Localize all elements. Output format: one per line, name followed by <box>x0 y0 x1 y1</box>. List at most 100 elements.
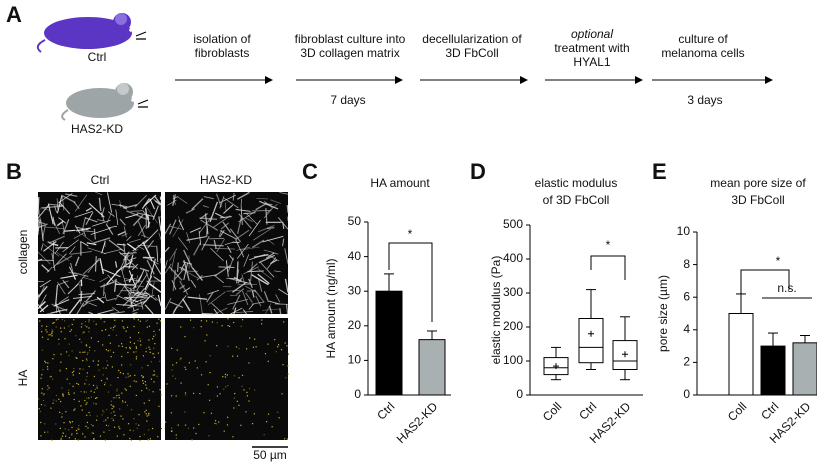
fiber <box>211 302 224 315</box>
fiber <box>137 221 146 238</box>
speck <box>50 334 52 336</box>
speck <box>157 436 159 438</box>
speck <box>140 344 142 346</box>
fiber <box>179 280 189 295</box>
speck <box>68 429 70 431</box>
speck <box>122 326 124 328</box>
speck <box>42 368 44 371</box>
fiber <box>93 228 96 240</box>
speck <box>77 439 79 441</box>
fiber <box>107 211 115 217</box>
speck <box>248 362 250 364</box>
speck <box>233 407 235 409</box>
speck <box>180 382 182 384</box>
fiber <box>73 201 80 210</box>
speck <box>104 439 106 442</box>
fiber <box>82 259 100 275</box>
fiber <box>152 205 159 220</box>
speck <box>114 319 116 321</box>
speck <box>129 429 131 431</box>
step-text: HYAL1 <box>573 55 610 69</box>
fiber <box>245 292 253 303</box>
speck <box>219 393 221 395</box>
speck <box>95 419 98 421</box>
speck <box>45 362 47 364</box>
fiber <box>157 294 162 307</box>
speck <box>240 424 242 426</box>
fiber <box>51 253 56 271</box>
speck <box>66 351 68 353</box>
speck <box>74 438 76 440</box>
speck <box>86 326 88 328</box>
fiber <box>48 203 64 207</box>
speck <box>84 436 86 438</box>
fiber <box>42 242 60 257</box>
speck <box>153 347 155 349</box>
fiber <box>179 284 186 290</box>
fiber <box>230 307 243 315</box>
fiber <box>274 270 281 273</box>
speck <box>106 378 108 380</box>
fiber <box>160 257 162 264</box>
annotation: n.s. <box>777 281 796 295</box>
speck <box>51 331 53 333</box>
fiber <box>248 263 258 272</box>
speck <box>149 348 151 350</box>
speck <box>148 429 150 431</box>
speck <box>280 349 283 351</box>
speck <box>144 411 146 413</box>
speck <box>278 344 280 346</box>
speck <box>89 346 91 349</box>
fiber <box>270 199 281 204</box>
speck <box>110 356 112 358</box>
speck <box>73 409 75 411</box>
speck <box>86 402 88 404</box>
panel-letter: D <box>470 159 486 184</box>
fiber <box>75 274 86 288</box>
fiber <box>191 198 204 210</box>
speck <box>86 414 88 416</box>
speck <box>102 367 104 369</box>
speck <box>216 395 219 397</box>
fiber <box>263 291 270 303</box>
speck <box>143 402 145 404</box>
fiber <box>258 254 275 264</box>
x-tick-label: Ctrl <box>576 399 599 422</box>
fiber <box>94 256 97 272</box>
speck <box>88 321 90 323</box>
speck <box>112 405 114 407</box>
speck <box>80 326 83 328</box>
speck <box>224 373 227 376</box>
fiber <box>219 215 232 219</box>
fiber <box>214 307 228 315</box>
speck <box>209 371 211 374</box>
speck <box>138 414 140 416</box>
speck <box>61 413 63 415</box>
fiber <box>208 291 226 305</box>
speck <box>129 437 131 440</box>
fiber <box>262 235 284 243</box>
speck <box>153 356 155 359</box>
speck <box>149 351 151 353</box>
speck <box>73 398 75 401</box>
fiber <box>56 255 73 265</box>
speck <box>48 334 50 336</box>
speck <box>218 421 220 423</box>
fiber <box>121 254 129 271</box>
speck <box>267 360 269 362</box>
speck <box>79 338 81 340</box>
fiber <box>164 223 172 235</box>
speck <box>152 374 154 376</box>
speck <box>109 349 111 351</box>
speck <box>121 364 123 366</box>
fiber <box>73 232 84 239</box>
speck <box>111 366 114 368</box>
speck <box>148 339 150 341</box>
fiber <box>145 206 158 224</box>
fiber <box>154 196 162 206</box>
fiber <box>101 268 121 278</box>
fiber <box>124 297 139 303</box>
y-tick-label: 50 <box>348 214 362 228</box>
fiber <box>98 197 102 211</box>
speck <box>58 343 60 345</box>
